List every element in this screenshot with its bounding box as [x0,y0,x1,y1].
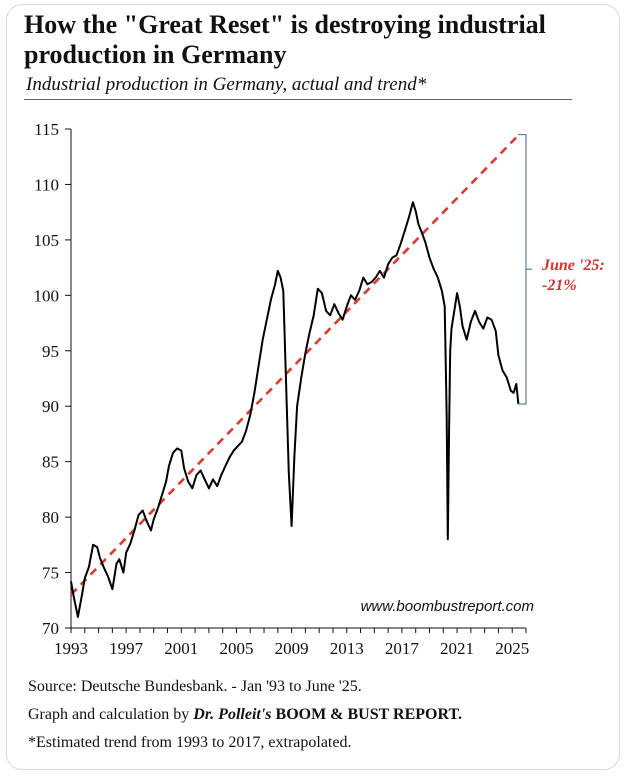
footer-note: *Estimated trend from 1993 to 2017, extr… [28,734,352,751]
footer-credit: Graph and calculation by Dr. Polleit's B… [28,706,462,724]
footer-source: Source: Deutsche Bundesbank. - Jan '93 t… [28,678,362,695]
y-tick-label: 105 [34,231,60,250]
actual-line [70,201,520,618]
y-tick-label: 75 [42,564,59,583]
y-tick-label: 115 [34,120,59,139]
deviation-bracket [518,133,532,405]
x-tick-label: 2009 [275,639,309,658]
y-axis: 70 75 80 85 90 95 100 105 110 115 [34,120,72,638]
x-tick-label: 2013 [330,639,364,658]
x-tick-label: 2017 [385,639,420,658]
x-tick-label: 2005 [219,639,253,658]
x-tick-label: 2001 [164,639,198,658]
footer-credit-report: BOOM & BUST REPORT. [275,706,462,723]
chart-subtitle: Industrial production in Germany, actual… [26,74,427,95]
footer-credit-prefix: Graph and calculation by [28,706,194,723]
x-tick-label: 2025 [495,639,529,658]
y-tick-label: 95 [42,342,59,361]
x-tick-label: 1997 [109,639,144,658]
y-tick-label: 70 [42,619,59,638]
x-tick-label: 1993 [54,639,88,658]
annotation-label-percent: -21% [542,277,577,294]
y-tick-label: 100 [34,286,60,305]
annotation-label-date: June '25: [541,257,605,274]
title-divider [24,99,572,100]
y-tick-label: 90 [42,397,59,416]
y-tick-label: 110 [34,175,59,194]
trend-line [70,133,521,596]
y-tick-label: 85 [42,453,59,472]
x-axis: 1993 1997 2001 2005 2009 2013 2017 2021 2025 [54,627,529,658]
chart-card [6,4,620,770]
watermark: www.boombustreport.com [361,598,534,615]
x-tick-label: 2021 [440,639,474,658]
y-tick-label: 80 [42,508,59,527]
footer-credit-author: Dr. Polleit's [193,706,272,723]
chart-title: How the "Great Reset" is destroying indu… [24,10,546,69]
